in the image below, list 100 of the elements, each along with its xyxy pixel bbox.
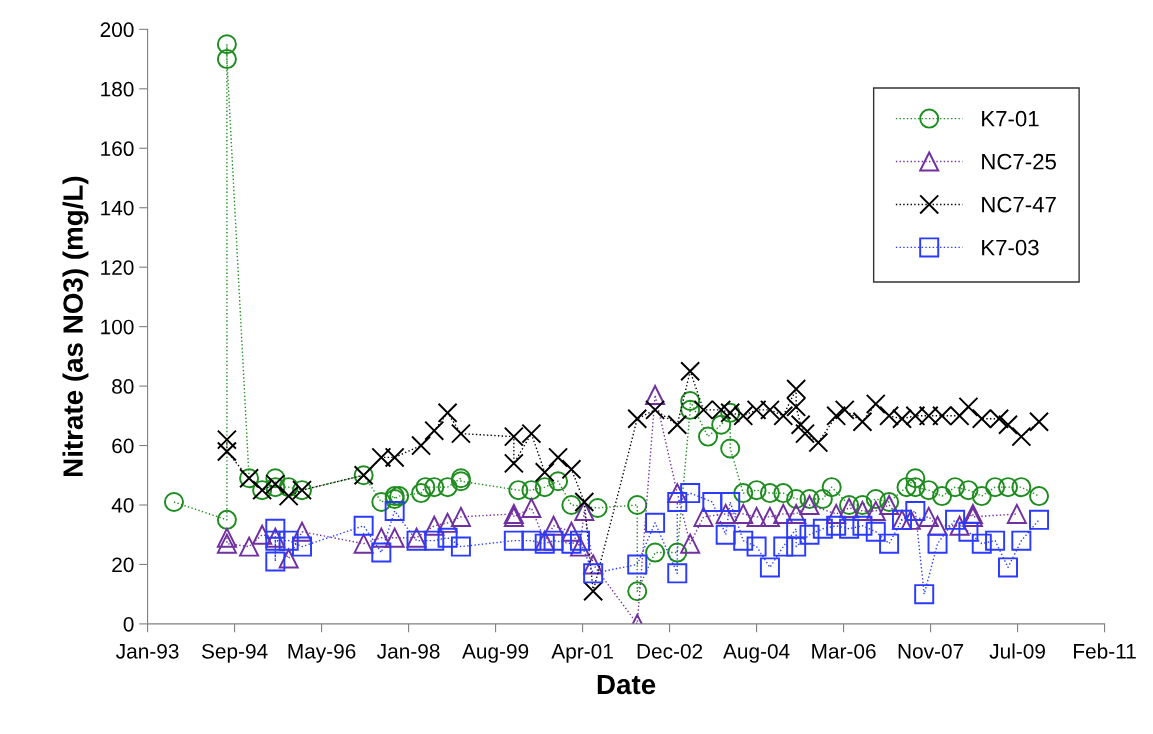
point [278,548,299,569]
y-tick-label: 20 [112,557,134,573]
point [371,542,392,563]
point [1006,503,1027,524]
x-tick-label: Jan-93 [116,643,179,659]
point [945,509,966,530]
point [627,554,648,575]
point [503,453,524,474]
legend-label: NC7-47 [982,196,1056,213]
point [569,530,590,551]
point [450,536,471,557]
point [265,518,286,539]
x-tick-label: Mar-06 [812,643,876,659]
x-tick-label: Feb-11 [1074,643,1136,659]
point [503,530,524,551]
point [1029,411,1050,432]
point [865,521,886,542]
point [216,441,237,462]
point [826,515,847,536]
point [786,503,807,524]
point [424,420,445,441]
legend-label: K7-03 [982,239,1039,256]
point [773,405,794,426]
point [569,536,590,557]
point [839,518,860,539]
point [1011,426,1032,447]
point [437,527,458,548]
x-tick-label: Sep-94 [201,643,268,663]
point [216,533,237,554]
point [733,405,754,426]
point [292,536,312,557]
point [715,503,736,524]
point [384,447,405,468]
point [799,494,820,515]
point [627,408,648,429]
x-tick-label: Dec-02 [637,643,703,659]
point [733,530,754,551]
point [667,483,688,504]
point [239,536,260,557]
point [561,459,582,480]
point [561,533,582,554]
y-tick-label: 80 [112,379,134,394]
point [720,492,741,513]
point [786,536,807,557]
point [852,411,873,432]
point [561,521,582,542]
point [914,584,935,605]
point [958,396,979,417]
point [795,423,815,444]
point [759,506,780,527]
point [746,506,767,527]
point [773,536,794,557]
point [292,521,312,542]
y-tick-label: 60 [112,438,134,454]
point [733,503,754,524]
point [826,503,847,524]
point [971,533,992,554]
point [384,527,405,548]
point [450,506,471,527]
point [918,506,939,527]
point [905,405,926,426]
point [384,500,405,521]
point [437,512,458,533]
x-tick-label: Apr-01 [551,643,613,663]
y-tick-label: 100 [101,319,134,335]
point [574,492,595,513]
x-tick-label: May-96 [288,643,356,663]
point [927,533,948,554]
point [371,527,392,548]
point [799,524,820,545]
point [353,533,374,554]
point [371,447,392,468]
x-tick-label: Jul-09 [989,643,1045,659]
y-tick-label: 180 [101,81,134,97]
point [216,429,237,450]
point [534,462,555,483]
point [645,385,666,405]
point [715,524,736,545]
point [786,396,807,417]
point [424,515,445,536]
point [865,500,886,521]
x-axis-title: Date [597,674,656,695]
point [746,536,767,557]
y-tick-label: 0 [123,616,134,632]
point [852,515,873,536]
point [786,379,807,400]
point [892,408,913,429]
point [645,512,666,533]
point [998,414,1018,435]
point [773,503,794,524]
point [667,414,688,435]
point [1011,530,1032,551]
point [667,492,688,513]
point [958,521,979,542]
point [900,509,921,530]
point [865,393,886,414]
x-tick-label: Nov-07 [898,643,964,659]
point [645,399,666,420]
y-tick-label: 140 [101,200,134,216]
point [998,557,1018,578]
